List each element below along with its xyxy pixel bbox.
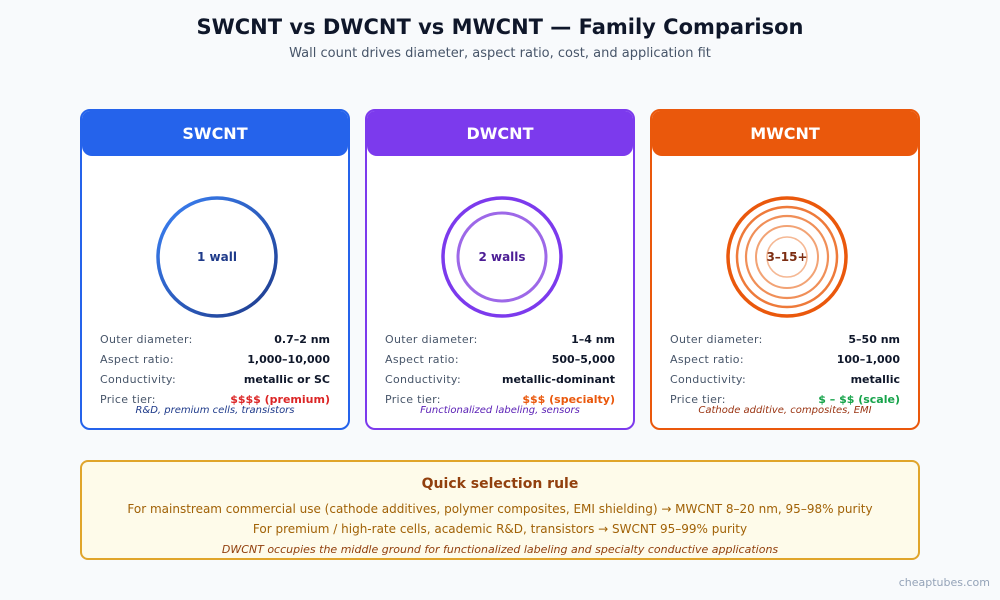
spec-row-conductivity: Conductivity: metallic or SC bbox=[100, 369, 330, 389]
selection-rule-note: DWCNT occupies the middle ground for fun… bbox=[221, 543, 779, 556]
spec-value: 5–50 nm bbox=[848, 332, 900, 346]
mwcnt-wall-ring-3 bbox=[744, 214, 830, 300]
page-title: SWCNT vs DWCNT vs MWCNT — Family Compari… bbox=[196, 15, 804, 39]
price-tier-value: $$$ (specialty) bbox=[522, 392, 615, 406]
spec-value: metallic-dominant bbox=[501, 372, 615, 386]
spec-row-price: Price tier: $$$ (specialty) bbox=[385, 389, 615, 409]
mwcnt-wall-ring-1 bbox=[726, 196, 848, 318]
mwcnt-wall-ring-5 bbox=[766, 236, 808, 278]
card-title-mwcnt: MWCNT bbox=[750, 124, 820, 143]
applications-note-swcnt: R&D, premium cells, transistors bbox=[135, 405, 295, 416]
spec-row-aspect-ratio: Aspect ratio: 1,000–10,000 bbox=[100, 349, 330, 369]
spec-row-conductivity: Conductivity: metallic bbox=[670, 369, 900, 389]
spec-value: 0.7–2 nm bbox=[274, 332, 330, 346]
spec-value: 1,000–10,000 bbox=[247, 352, 330, 366]
spec-row-aspect-ratio: Aspect ratio: 500–5,000 bbox=[385, 349, 615, 369]
spec-label: Aspect ratio: bbox=[100, 352, 174, 366]
selection-rule-box: Quick selection rule For mainstream comm… bbox=[80, 460, 920, 560]
spec-row-diameter: Outer diameter: 0.7–2 nm bbox=[100, 329, 330, 349]
dwcnt-wall-diagram: 2 walls bbox=[440, 195, 564, 319]
price-tier-value: $$$$ (premium) bbox=[230, 392, 330, 406]
card-header-dwcnt: DWCNT bbox=[367, 111, 633, 156]
card-title-dwcnt: DWCNT bbox=[466, 124, 534, 143]
mwcnt-wall-diagram: 3–15+ bbox=[725, 195, 849, 319]
card-dwcnt: DWCNT 2 walls Outer diameter: 1–4 nm Asp… bbox=[365, 109, 635, 430]
spec-row-diameter: Outer diameter: 5–50 nm bbox=[670, 329, 900, 349]
spec-value: 1–4 nm bbox=[571, 332, 615, 346]
card-header-swcnt: SWCNT bbox=[82, 111, 348, 156]
card-mwcnt: MWCNT 3–15+ Outer diameter: 5–50 nm Aspe… bbox=[650, 109, 920, 430]
spec-label: Outer diameter: bbox=[385, 332, 478, 346]
selection-rule-title: Quick selection rule bbox=[421, 476, 579, 492]
spec-list-dwcnt: Outer diameter: 1–4 nm Aspect ratio: 500… bbox=[385, 329, 615, 409]
spec-row-aspect-ratio: Aspect ratio: 100–1,000 bbox=[670, 349, 900, 369]
price-tier-value: $ – $$ (scale) bbox=[818, 392, 900, 406]
mwcnt-wall-ring-2 bbox=[735, 205, 839, 309]
spec-label: Aspect ratio: bbox=[670, 352, 744, 366]
spec-row-price: Price tier: $ – $$ (scale) bbox=[670, 389, 900, 409]
spec-label: Aspect ratio: bbox=[385, 352, 459, 366]
spec-row-price: Price tier: $$$$ (premium) bbox=[100, 389, 330, 409]
spec-label: Outer diameter: bbox=[100, 332, 193, 346]
dwcnt-wall-label: 2 walls bbox=[478, 250, 525, 264]
spec-value: metallic bbox=[850, 372, 900, 386]
spec-list-mwcnt: Outer diameter: 5–50 nm Aspect ratio: 10… bbox=[670, 329, 900, 409]
spec-value: metallic or SC bbox=[243, 372, 330, 386]
mwcnt-wall-label: 3–15+ bbox=[766, 250, 807, 264]
card-title-swcnt: SWCNT bbox=[182, 124, 248, 143]
selection-rule-line-2: For premium / high-rate cells, academic … bbox=[252, 522, 748, 536]
dwcnt-outer-wall-ring bbox=[441, 196, 563, 318]
spec-label: Conductivity: bbox=[385, 372, 461, 386]
card-swcnt: SWCNT 1 wall Outer diameter: 0.7–2 nm As… bbox=[80, 109, 350, 430]
spec-row-diameter: Outer diameter: 1–4 nm bbox=[385, 329, 615, 349]
swcnt-wall-ring bbox=[156, 196, 278, 318]
swcnt-wall-label: 1 wall bbox=[197, 250, 237, 264]
spec-value: 500–5,000 bbox=[551, 352, 615, 366]
spec-label: Conductivity: bbox=[100, 372, 176, 386]
page-subtitle: Wall count drives diameter, aspect ratio… bbox=[289, 46, 711, 61]
spec-row-conductivity: Conductivity: metallic-dominant bbox=[385, 369, 615, 389]
card-header-mwcnt: MWCNT bbox=[652, 111, 918, 156]
spec-label: Price tier: bbox=[100, 392, 156, 406]
applications-note-mwcnt: Cathode additive, composites, EMI bbox=[698, 405, 872, 416]
selection-rule-line-1: For mainstream commercial use (cathode a… bbox=[127, 502, 873, 516]
spec-label: Price tier: bbox=[385, 392, 441, 406]
spec-label: Outer diameter: bbox=[670, 332, 763, 346]
watermark: cheaptubes.com bbox=[898, 576, 990, 589]
spec-label: Price tier: bbox=[670, 392, 726, 406]
swcnt-wall-diagram: 1 wall bbox=[155, 195, 279, 319]
mwcnt-wall-ring-4 bbox=[755, 225, 819, 289]
spec-list-swcnt: Outer diameter: 0.7–2 nm Aspect ratio: 1… bbox=[100, 329, 330, 409]
spec-label: Conductivity: bbox=[670, 372, 746, 386]
applications-note-dwcnt: Functionalized labeling, sensors bbox=[420, 405, 580, 416]
dwcnt-inner-wall-ring bbox=[456, 211, 548, 303]
spec-value: 100–1,000 bbox=[836, 352, 900, 366]
